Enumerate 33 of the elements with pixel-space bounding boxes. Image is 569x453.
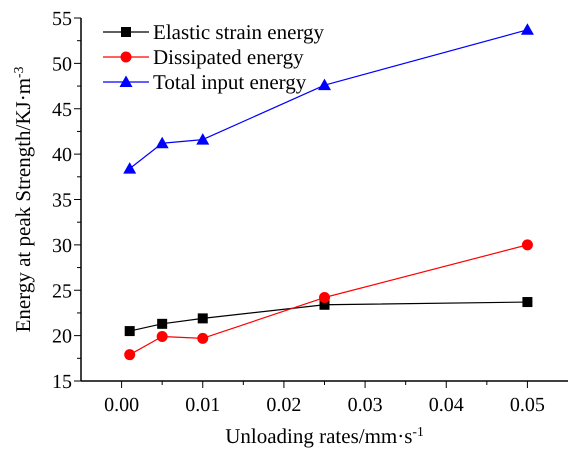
x-tick-label: 0.00 <box>104 394 140 416</box>
point <box>124 349 136 360</box>
point <box>520 23 534 35</box>
point <box>198 313 208 324</box>
y-tick-label: 45 <box>52 98 72 121</box>
x-tick-label: 0.03 <box>348 394 383 416</box>
legend-label: Dissipated energy <box>153 45 304 69</box>
x-axis-title: Unloading rates/mm·s$^{-1}$ <box>225 424 424 448</box>
point <box>157 318 168 329</box>
point <box>123 162 136 174</box>
y-tick-label: 40 <box>52 144 72 166</box>
x-tick-label: 0.04 <box>428 394 464 416</box>
point <box>156 136 169 148</box>
y-tick-label: 20 <box>52 326 72 348</box>
y-tick-label: 15 <box>52 371 72 393</box>
y-tick-label: 25 <box>52 280 72 302</box>
y-tick-label: 35 <box>52 190 72 212</box>
y-tick-label: 30 <box>52 234 72 257</box>
point <box>156 331 168 342</box>
point <box>319 292 330 304</box>
point <box>318 78 331 90</box>
point <box>196 133 210 145</box>
y-tick-label: 50 <box>52 53 72 76</box>
legend-label: Elastic strain energy <box>153 20 325 44</box>
point <box>522 297 532 308</box>
legend-label: Total input energy <box>153 70 307 94</box>
x-tick-label: 0.05 <box>510 394 545 416</box>
x-tick-label: 0.01 <box>185 394 220 416</box>
y-tick-label: 55 <box>52 8 72 30</box>
x-tick-label: 0.02 <box>266 394 302 416</box>
point <box>522 239 533 250</box>
point <box>124 326 135 336</box>
point <box>197 332 208 344</box>
